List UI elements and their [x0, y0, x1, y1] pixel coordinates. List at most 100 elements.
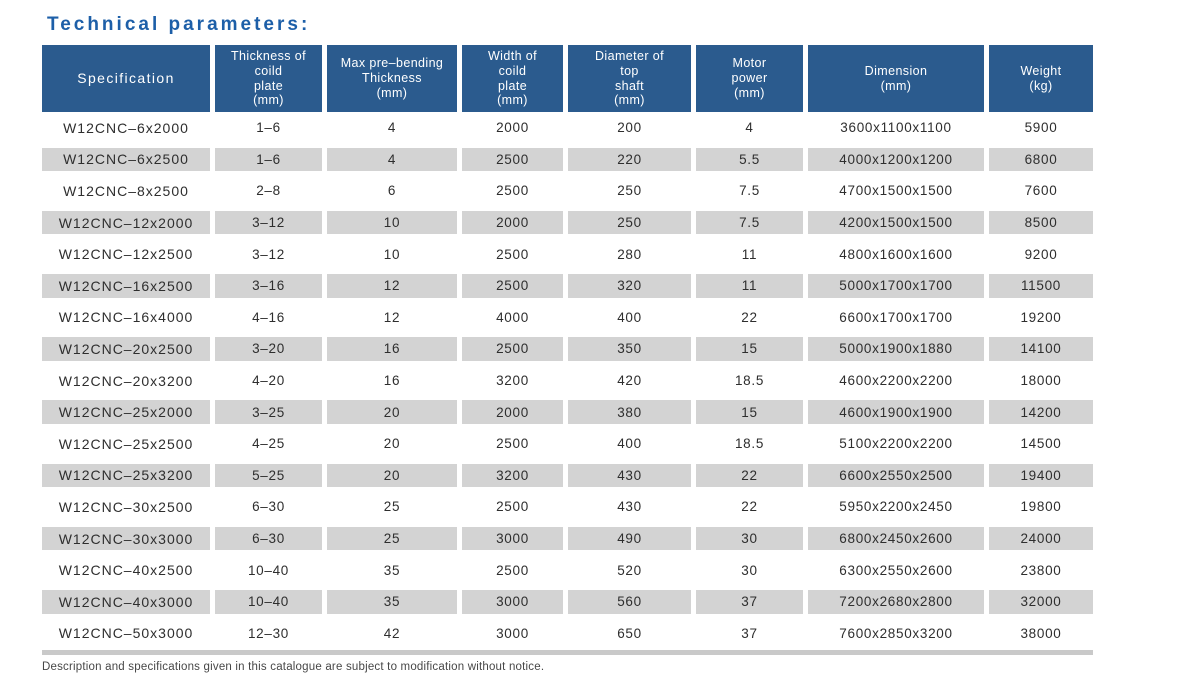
table-row: W12CNC–6x2000 1–6 4 2000 200 4 3600x1100x1100 5…	[42, 112, 1093, 144]
table-header-row: Specification Thickness of coild plate (m…	[42, 45, 1093, 112]
cell: 5900	[1024, 120, 1058, 136]
cell: W12CNC–40x3000	[42, 589, 210, 614]
cell: 6	[387, 183, 397, 199]
cell: W12CNC–40x2500	[58, 562, 194, 579]
table-row: W12CNC–20x3200 4–20 16 3200 420 18.5 4600x2200…	[42, 365, 1093, 397]
cell: 14200	[989, 400, 1093, 424]
table-row: W12CNC–16x4000 4–16 12 4000 400 22 6600x1700x1…	[42, 302, 1093, 334]
cell: 6300x2550x2600	[839, 562, 953, 578]
table-row: W12CNC–30x3000 6–30 25 3000 490 30 6800x2450x2…	[42, 523, 1093, 555]
column-header: Dimension (mm)	[808, 45, 984, 112]
cell: 30	[741, 562, 758, 578]
cell: 520	[617, 562, 642, 578]
table-row: W12CNC–50x3000 12–30 42 3000 650 37 7600x2850x…	[42, 618, 1093, 650]
cell: 2000	[462, 210, 563, 235]
cell: 7.5	[696, 210, 803, 235]
cell: 2500	[496, 562, 529, 578]
cell: W12CNC–8x2500	[63, 182, 189, 199]
cell: 2500	[462, 337, 563, 361]
cell: 4200x1500x1500	[808, 210, 984, 235]
cell: 6–30	[215, 526, 322, 551]
cell: 12	[327, 273, 457, 298]
cell: W12CNC–16x2500	[42, 273, 210, 298]
cell: 280	[617, 246, 642, 262]
cell: 18000	[1020, 373, 1062, 389]
cell: 24000	[989, 526, 1093, 551]
cell: 250	[617, 183, 642, 199]
cell: 20	[327, 463, 457, 488]
cell: 3–25	[215, 400, 322, 424]
cell: 2500	[462, 147, 563, 172]
cell: W12CNC–12x2000	[42, 210, 210, 235]
cell: 3000	[462, 526, 563, 551]
technical-parameters-table: Specification Thickness of coild plate (m…	[42, 45, 1093, 649]
cell: 37	[741, 625, 758, 641]
cell: 38000	[1020, 625, 1062, 641]
cell: 380	[568, 400, 691, 424]
column-header: Specification	[42, 45, 210, 112]
cell: 18.5	[734, 436, 765, 452]
footer-note: Description and specifications given in …	[42, 661, 545, 674]
cell: 320	[568, 273, 691, 298]
table-row: W12CNC–12x2000 3–12 10 2000 250 7.5 4200x1500x…	[42, 207, 1093, 239]
cell: 5100x2200x2200	[839, 436, 953, 452]
section-title: Technical parameters:	[47, 14, 311, 35]
cell: 9200	[1024, 246, 1058, 262]
cell: 2500	[496, 183, 529, 199]
cell: 3–12	[215, 210, 322, 235]
cell: 400	[617, 309, 642, 325]
cell: 6800	[989, 147, 1093, 172]
cell: 16	[327, 337, 457, 361]
cell: 4600x1900x1900	[808, 400, 984, 424]
table-row: W12CNC–25x3200 5–25 20 3200 430 22 6600x2550x2…	[42, 460, 1093, 492]
table-row: W12CNC–25x2500 4–25 20 2500 400 18.5 5100x2200…	[42, 428, 1093, 460]
table-row: W12CNC–6x2500 1–6 4 2500 220 5.5 4000x1200x120…	[42, 144, 1093, 176]
cell: 250	[568, 210, 691, 235]
cell: 4	[327, 147, 457, 172]
cell: 5000x1900x1880	[808, 337, 984, 361]
column-header: Max pre–bending Thickness (mm)	[327, 45, 457, 112]
cell: 7600x2850x3200	[839, 625, 953, 641]
table-row: W12CNC–30x2500 6–30 25 2500 430 22 5950x2200x2…	[42, 491, 1093, 523]
cell: 5–25	[215, 463, 322, 488]
cell: 560	[568, 589, 691, 614]
cell: 25	[327, 526, 457, 551]
cell: 3–16	[215, 273, 322, 298]
cell: 10	[327, 210, 457, 235]
cell: 4800x1600x1600	[839, 246, 953, 262]
cell: 32000	[989, 589, 1093, 614]
cell: 1–6	[256, 120, 281, 136]
cell: 4–20	[252, 373, 285, 389]
cell: 200	[617, 120, 642, 136]
cell: 11	[696, 273, 803, 298]
cell: W12CNC–30x3000	[42, 526, 210, 551]
table-row: W12CNC–40x2500 10–40 35 2500 520 30 6300x2550x…	[42, 554, 1093, 586]
cell: 5000x1700x1700	[808, 273, 984, 298]
cell: 10	[383, 246, 401, 262]
cell: 6600x1700x1700	[839, 309, 953, 325]
cell: 6600x2550x2500	[808, 463, 984, 488]
cell: 22	[741, 309, 758, 325]
cell: 4000	[496, 309, 529, 325]
cell: 1–6	[215, 147, 322, 172]
cell: W12CNC–20x3200	[58, 372, 194, 389]
cell: W12CNC–6x2000	[63, 119, 189, 136]
column-header: Motor power (mm)	[696, 45, 803, 112]
cell: 10–40	[215, 589, 322, 614]
table-bottom-bar	[42, 650, 1093, 656]
cell: 2000	[462, 400, 563, 424]
cell: 25	[383, 499, 401, 515]
cell: 20	[383, 436, 401, 452]
cell: 4–25	[252, 436, 285, 452]
cell: W12CNC–50x3000	[58, 625, 194, 642]
cell: 5.5	[696, 147, 803, 172]
cell: 12–30	[247, 625, 290, 641]
cell: 7200x2680x2800	[808, 589, 984, 614]
cell: 15	[696, 400, 803, 424]
cell: 23800	[1020, 562, 1062, 578]
cell: 220	[568, 147, 691, 172]
table-row: W12CNC–16x2500 3–16 12 2500 320 11 5000x1700x1…	[42, 270, 1093, 302]
cell: 3–12	[252, 246, 285, 262]
cell: 2500	[496, 246, 529, 262]
cell: 7.5	[739, 183, 760, 199]
